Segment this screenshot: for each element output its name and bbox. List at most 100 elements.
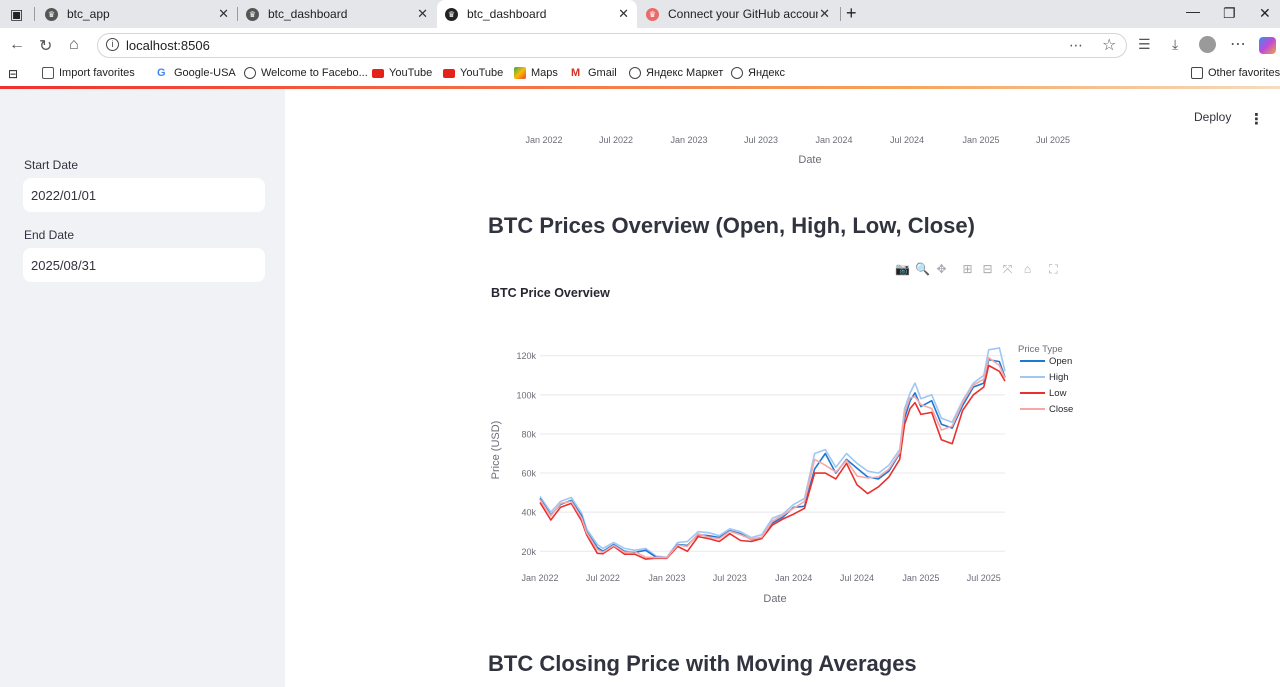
- x-tick-label: Jul 2024: [840, 573, 874, 583]
- globe-icon: [244, 67, 256, 79]
- streamlit-header-decoration: [0, 86, 1280, 89]
- import-icon: [42, 67, 54, 79]
- start-date-label: Start Date: [24, 158, 79, 172]
- url-input[interactable]: localhost:8506: [97, 33, 1127, 58]
- legend-title: Price Type: [1018, 344, 1063, 355]
- end-date-input[interactable]: 2025/08/31: [23, 248, 265, 282]
- more-menu-icon[interactable]: ⋯: [1230, 36, 1246, 53]
- camera-icon[interactable]: 📷: [895, 262, 910, 276]
- section-heading-prices-overview: BTC Prices Overview (Open, High, Low, Cl…: [488, 213, 975, 238]
- bookmark-yandex[interactable]: Яндекс: [731, 67, 785, 79]
- reader-icon[interactable]: ⋯: [1069, 37, 1083, 53]
- y-tick-label: 80k: [521, 429, 536, 439]
- close-window-icon[interactable]: ✕: [1259, 5, 1271, 21]
- reset-axes-icon[interactable]: ⌂: [1023, 262, 1032, 276]
- maximize-icon[interactable]: ❐: [1223, 5, 1236, 21]
- bookmark-label: Welcome to Facebo...: [261, 67, 368, 79]
- previous-chart-x-tick: Jan 2022: [525, 135, 562, 145]
- copilot-icon[interactable]: [1259, 37, 1276, 54]
- bookmark-youtube-2[interactable]: YouTube: [443, 67, 503, 79]
- y-tick-label: 60k: [521, 469, 536, 479]
- bookmark-gmail[interactable]: M Gmail: [571, 67, 617, 79]
- url-text: localhost:8506: [126, 38, 210, 53]
- fullscreen-icon[interactable]: ⛶: [1049, 262, 1058, 276]
- chart-x-ticks: Jan 2022 Jul 2022 Jan 2023 Jul 2023 Jan 2024…: [521, 573, 1000, 583]
- x-tick-label: Jan 2024: [775, 573, 812, 583]
- previous-chart-x-tick: Jul 2025: [1036, 135, 1070, 145]
- bookmark-label: YouTube: [389, 67, 433, 79]
- bookmark-label: Other favorites: [1208, 67, 1280, 79]
- favorite-star-icon[interactable]: ☆: [1102, 37, 1117, 54]
- main-menu-icon[interactable]: ⋮: [1249, 111, 1264, 128]
- bookmark-import-favorites[interactable]: Import favorites: [42, 67, 135, 79]
- previous-chart-x-tick: Jan 2023: [670, 135, 707, 145]
- previous-chart-x-tick: Jul 2022: [599, 135, 633, 145]
- y-tick-label: 120k: [516, 351, 536, 361]
- legend-item-open[interactable]: Open: [1049, 356, 1072, 367]
- end-date-label: End Date: [24, 228, 75, 242]
- pan-icon[interactable]: ✥: [936, 262, 947, 276]
- site-info-icon[interactable]: i: [106, 38, 119, 51]
- chart-legend[interactable]: Price Type Open High Low Close: [1018, 344, 1073, 415]
- x-tick-label: Jan 2022: [521, 573, 558, 583]
- favorites-list-icon[interactable]: ☰: [1138, 36, 1151, 52]
- legend-item-low[interactable]: Low: [1049, 388, 1067, 399]
- tab-btc-dashboard-active[interactable]: ♛ btc_dashboard ✕: [437, 0, 637, 28]
- tab-github[interactable]: ♛ Connect your GitHub account - St ✕: [638, 0, 838, 28]
- x-tick-label: Jan 2023: [648, 573, 685, 583]
- y-tick-label: 100k: [516, 390, 536, 400]
- chart-modebar: 📷 🔍 ✥ ⊞ ⊟ ⤧ ⌂ ⛶: [895, 262, 1060, 277]
- tab-title: Connect your GitHub account - St: [668, 7, 818, 21]
- bookmark-facebook[interactable]: Welcome to Facebo...: [244, 67, 368, 79]
- chart-ylabel: Price (USD): [490, 421, 502, 480]
- previous-chart-x-tick: Jul 2023: [744, 135, 778, 145]
- zoom-icon[interactable]: 🔍: [915, 262, 930, 276]
- tab-separator: [34, 7, 35, 21]
- close-tab-icon[interactable]: ✕: [218, 6, 229, 21]
- autoscale-icon[interactable]: ⤧: [1002, 262, 1013, 276]
- tab-title: btc_app: [67, 7, 110, 21]
- zoom-in-icon[interactable]: ⊞: [962, 262, 973, 276]
- tab-actions-icon[interactable]: ▣: [10, 6, 24, 22]
- bookmark-other-favorites[interactable]: Other favorites: [1191, 67, 1280, 79]
- previous-chart-x-tick: Jul 2024: [890, 135, 924, 145]
- back-icon[interactable]: ←: [9, 36, 25, 53]
- collections-icon[interactable]: ⊟: [8, 67, 19, 81]
- close-tab-icon[interactable]: ✕: [618, 6, 629, 21]
- bookmark-google-usa[interactable]: G Google-USA: [157, 67, 236, 79]
- streamlit-favicon-icon: ♛: [445, 7, 458, 21]
- chart-y-ticks: 20k 40k 60k 80k 100k 120k: [516, 351, 536, 557]
- legend-item-close[interactable]: Close: [1049, 404, 1073, 415]
- btc-price-overview-chart[interactable]: BTC Price Overview 20k40k60k80k100k120k …: [485, 280, 1085, 615]
- x-tick-label: Jul 2023: [713, 573, 747, 583]
- tab-btc-app[interactable]: ♛ btc_app ✕: [37, 0, 237, 28]
- new-tab-icon[interactable]: +: [846, 3, 857, 23]
- tab-btc-dashboard[interactable]: ♛ btc_dashboard ✕: [238, 0, 436, 28]
- minimize-icon[interactable]: —: [1186, 3, 1200, 19]
- google-icon: G: [157, 67, 166, 79]
- previous-chart-x-tick: Jan 2025: [962, 135, 999, 145]
- bookmark-label: Google-USA: [174, 67, 236, 79]
- bookmark-youtube-1[interactable]: YouTube: [372, 67, 432, 79]
- streamlit-crown-icon: ♛: [646, 7, 659, 21]
- profile-avatar[interactable]: [1199, 36, 1216, 53]
- start-date-input[interactable]: 2022/01/01: [23, 178, 265, 212]
- home-icon[interactable]: ⌂: [69, 36, 79, 53]
- chart-series-lines: [539, 347, 1006, 560]
- tab-title: btc_dashboard: [268, 7, 348, 21]
- streamlit-favicon-icon: ♛: [246, 7, 259, 21]
- y-tick-label: 40k: [521, 508, 536, 518]
- deploy-button[interactable]: Deploy: [1194, 110, 1232, 124]
- bookmark-maps[interactable]: Maps: [514, 67, 558, 79]
- bookmark-yandex-market[interactable]: Яндекс Маркет: [629, 67, 723, 79]
- zoom-out-icon[interactable]: ⊟: [982, 262, 993, 276]
- bookmark-label: YouTube: [460, 67, 504, 79]
- maps-icon: [514, 67, 526, 79]
- close-tab-icon[interactable]: ✕: [819, 6, 830, 21]
- close-tab-icon[interactable]: ✕: [417, 6, 428, 21]
- legend-item-high[interactable]: High: [1049, 372, 1069, 383]
- refresh-icon[interactable]: ↻: [39, 38, 53, 55]
- bookmark-label: Import favorites: [59, 67, 135, 79]
- chart-gridlines: [540, 355, 1005, 552]
- downloads-icon[interactable]: ⤓: [1172, 36, 1179, 52]
